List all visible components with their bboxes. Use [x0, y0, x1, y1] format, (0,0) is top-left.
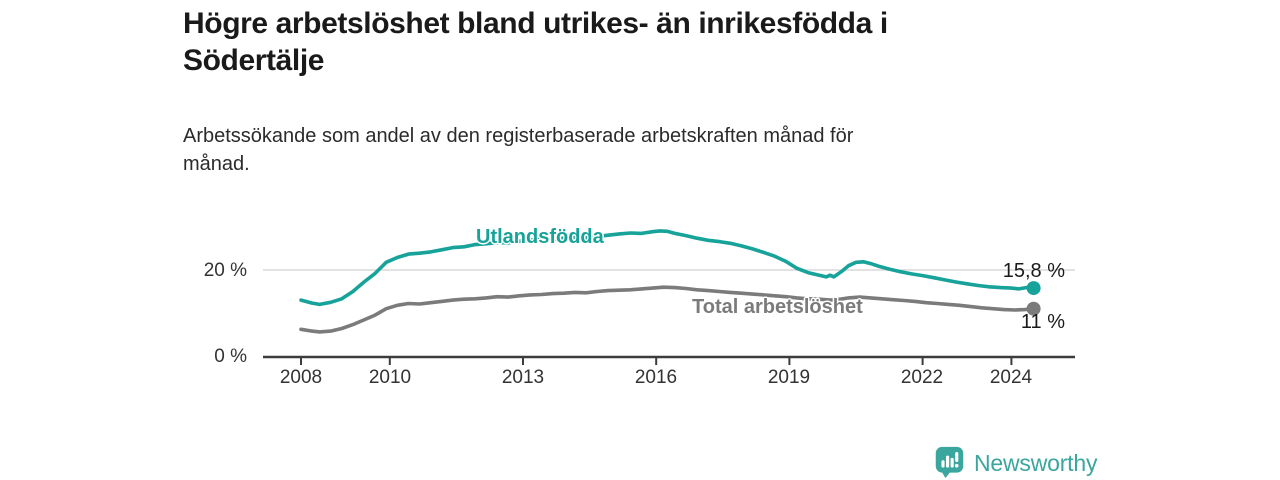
chart-subtitle-line-1: Arbetssökande som andel av den registerb… — [183, 125, 854, 147]
page-title-line-1: Högre arbetslöshet bland utrikes- än inr… — [183, 7, 888, 40]
newsworthy-logo[interactable]: Newsworthy — [933, 445, 1097, 480]
page-title-line-2: Södertälje — [183, 44, 325, 77]
x-axis-label-2013: 2013 — [501, 367, 545, 388]
x-axis-label-2008: 2008 — [279, 367, 323, 388]
x-axis-label-2019: 2019 — [767, 367, 811, 388]
chart-subtitle-line-2: månad. — [183, 153, 250, 175]
x-axis-label-2024: 2024 — [989, 367, 1033, 388]
series-label-total-arbetsloshet: Total arbetslöshet — [692, 296, 863, 318]
page-title: Högre arbetslöshet bland utrikes- än inr… — [183, 5, 1083, 79]
series-line-1 — [299, 285, 1036, 334]
series-label-utlandsfodda: Utlandsfödda — [476, 226, 604, 248]
x-axis-label-2010: 2010 — [368, 367, 412, 388]
series-end-dot-1 — [1026, 301, 1041, 316]
series-line-0 — [299, 229, 1036, 307]
x-axis-label-2022: 2022 — [900, 367, 944, 388]
y-axis-label-20: 20 % — [203, 260, 247, 281]
end-value-total: 11 % — [1020, 311, 1065, 333]
y-axis-label-0: 0 % — [214, 346, 247, 367]
end-value-utlandsfodda: 15,8 % — [1002, 260, 1065, 282]
x-axis-label-2016: 2016 — [634, 367, 678, 388]
newsworthy-logo-text: Newsworthy — [974, 449, 1098, 476]
newsworthy-bubble-chart-icon — [933, 445, 966, 480]
series-end-dot-0 — [1026, 281, 1041, 296]
chart-subtitle: Arbetssökande som andel av den registerb… — [183, 122, 1083, 178]
